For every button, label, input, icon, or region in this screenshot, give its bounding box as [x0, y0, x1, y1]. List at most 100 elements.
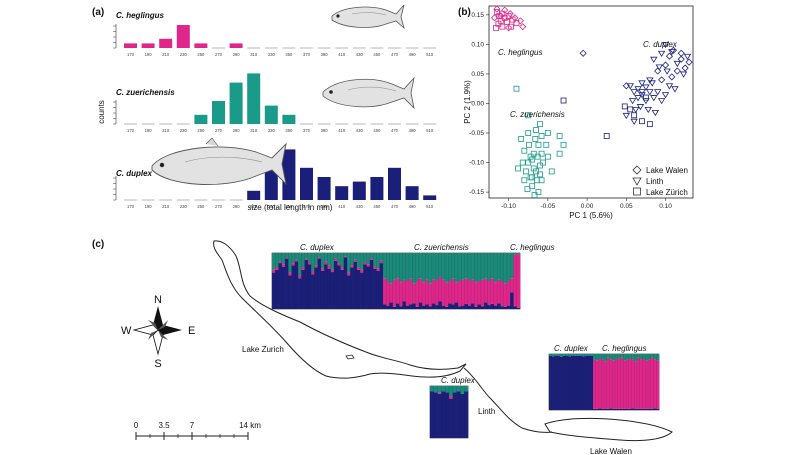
structure-bar-segment [620, 354, 624, 358]
hist-row-duplex: 170 190 210 230 250 270 290 310 330 350 370 390 410 4… [113, 149, 437, 209]
structure-bar-segment [590, 355, 594, 410]
lake-walen-outline [544, 417, 673, 442]
structure-bar-segment [458, 306, 462, 309]
structure-bar-segment [445, 386, 450, 393]
structure-bar-segment [285, 257, 289, 259]
pca-point-zurich [531, 192, 538, 198]
hist-bar [124, 43, 137, 48]
structure-bar-segment [554, 355, 558, 410]
structure-bar-segment [441, 279, 446, 306]
pca-point-zurich [533, 168, 539, 175]
structure-bar-segment [418, 278, 423, 303]
structure-bar-segment [490, 253, 495, 279]
structure-bar-segment [294, 261, 299, 309]
structure-bar-segment [311, 274, 315, 309]
hist-x-tick-label: 370 [303, 204, 311, 209]
structure-bar-segment [298, 253, 302, 276]
structure-bar-segment [590, 354, 594, 356]
legend-marker-triangle [632, 177, 642, 186]
hist-x-tick-label: 190 [145, 52, 153, 57]
pca-point-linth [638, 80, 646, 87]
structure-bar-segment [584, 354, 588, 356]
hist-label-heglingus: C. heglingus [116, 11, 165, 20]
structure-bar-segment [444, 282, 449, 307]
hist-x-tick-label: 410 [338, 52, 346, 57]
hist-bar [282, 114, 296, 124]
structure-bar-segment [601, 408, 605, 410]
pca-point-zurich [544, 153, 551, 160]
structure-plot-lake-zurich [271, 252, 521, 310]
structure-bar-segment [452, 392, 457, 438]
pca-point-walen [658, 76, 666, 84]
scale-tick-14km: 14 km [239, 421, 261, 430]
panel-a-label: (a) [92, 7, 104, 18]
hist-x-tick-label: 330 [268, 204, 276, 209]
hist-x-tick-label: 230 [180, 204, 188, 209]
structure-bar-segment [642, 358, 646, 409]
structure-bar-segment [593, 354, 597, 360]
structure-bar-segment [477, 253, 482, 281]
structure-bar-segment [452, 386, 457, 393]
hist-x-tick-label: 170 [127, 128, 135, 133]
structure-bar-segment [493, 253, 498, 283]
pca-point-zurich [621, 103, 628, 110]
structure-bar-segment [604, 354, 608, 362]
pca-point-linth [663, 68, 671, 75]
pca-point-zurich [533, 177, 540, 184]
pca-point-walen [661, 61, 670, 69]
structure-bar-segment [353, 261, 358, 309]
pca-point-zurich [643, 94, 649, 101]
structure-bar-segment [343, 257, 348, 309]
structure-bar-segment [510, 253, 514, 279]
structure-bar-segment [281, 264, 286, 267]
structure-bar-segment [634, 354, 638, 362]
hist-x-tick-label: 230 [180, 52, 188, 57]
pca-point-linth [628, 98, 637, 105]
structure-bar-segment [628, 354, 632, 359]
structure-bar-segment [366, 264, 371, 267]
structure-bar-segment [471, 303, 475, 309]
structure-bar-segment [363, 261, 367, 265]
structure-bar-segment [272, 269, 276, 273]
pca-point-walen [622, 82, 630, 90]
structure-bar-segment [311, 253, 315, 272]
pca-point-walen [506, 10, 514, 18]
hist-bar [370, 177, 384, 200]
structure-bar-segment [497, 253, 501, 280]
structure-bar-segment [612, 354, 616, 361]
scale-tick-0: 0 [134, 421, 139, 430]
pca-point-linth [661, 42, 670, 49]
structure-bar-segment [356, 267, 361, 270]
structure-bar-segment [623, 354, 627, 361]
structure-bar-segment [356, 269, 361, 309]
pca-point-zurich [548, 168, 555, 175]
structure-bar-segment [617, 354, 621, 360]
structure-bar-segment [431, 279, 436, 304]
structure-bar-segment [631, 354, 635, 360]
structure-bar-segment [317, 258, 322, 309]
structure-bar-segment [549, 354, 553, 356]
structure-bar-segment [288, 272, 292, 276]
structure-bar-segment [438, 301, 442, 309]
structure-bar-segment [484, 278, 488, 303]
structure-bar-segment [565, 355, 569, 410]
pca-point-zurich [556, 133, 563, 139]
pca-point-zurich [527, 153, 534, 160]
structure-bar-segment [337, 263, 341, 266]
structure-bar-segment [493, 305, 498, 309]
structure-bar-segment [604, 408, 608, 410]
pca-x-tick-label: 0.10 [659, 203, 672, 210]
structure-bar-segment [425, 279, 429, 305]
structure-bar-segment [648, 408, 652, 410]
hist-bar [300, 167, 313, 200]
structure-bar-segment [418, 253, 423, 279]
structure-bar-segment [347, 253, 351, 273]
hist-bar [282, 149, 296, 200]
place-label-linth: Linth [478, 407, 495, 416]
structure-bar-segment [562, 354, 566, 356]
structure-bar-segment [606, 354, 610, 358]
structure-bar-segment [337, 265, 341, 309]
structure-bar-segment [617, 408, 621, 410]
structure-bar-segment [285, 258, 289, 309]
structure-bar-segment [379, 253, 384, 261]
